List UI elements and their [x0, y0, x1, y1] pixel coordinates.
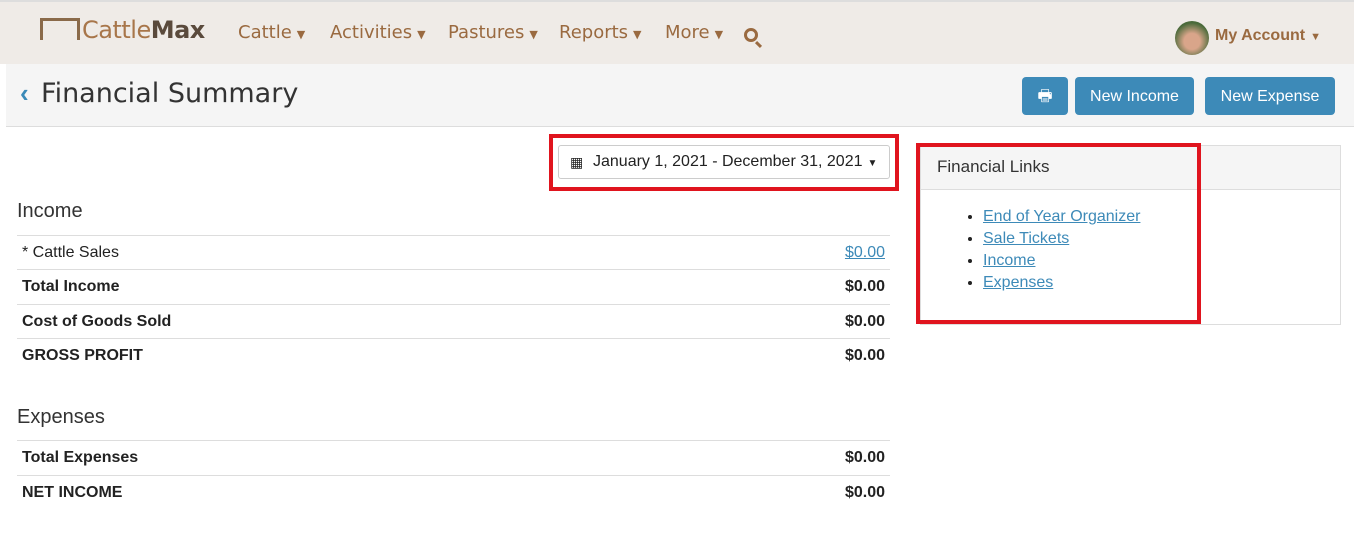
date-range-picker[interactable]: ▦ January 1, 2021 - December 31, 2021 ▼ — [558, 145, 890, 179]
table-row: GROSS PROFIT $0.00 — [17, 338, 890, 372]
menu-pastures[interactable]: Pastures ▼ — [448, 22, 538, 43]
back-chevron-icon[interactable]: ‹ — [20, 78, 29, 108]
menu-cattle[interactable]: Cattle ▼ — [238, 22, 306, 43]
cattlemax-logo[interactable]: CattleMax — [40, 16, 205, 44]
link-end-of-year-organizer[interactable]: End of Year Organizer — [983, 208, 1141, 225]
panel-title: Financial Links — [921, 146, 1340, 190]
avatar[interactable] — [1175, 21, 1209, 55]
income-heading: Income — [17, 200, 83, 222]
page-header: ‹ Financial Summary 🖶 New Income New Exp… — [6, 64, 1354, 127]
page-title: Financial Summary — [41, 78, 299, 109]
table-row: Total Expenses $0.00 — [17, 440, 890, 474]
new-income-button[interactable]: New Income — [1075, 77, 1194, 115]
cattle-sales-link[interactable]: $0.00 — [844, 244, 885, 261]
top-nav: CattleMax Cattle ▼ Activities ▼ Pastures ▼ … — [0, 0, 1354, 64]
menu-activities[interactable]: Activities ▼ — [330, 22, 426, 43]
table-row: NET INCOME $0.00 — [17, 475, 890, 509]
menu-more[interactable]: More ▼ — [665, 22, 724, 43]
expenses-heading: Expenses — [17, 406, 105, 428]
table-row: Total Income $0.00 — [17, 269, 890, 303]
menu-reports[interactable]: Reports ▼ — [559, 22, 642, 43]
new-expense-button[interactable]: New Expense — [1205, 77, 1335, 115]
print-button[interactable]: 🖶 — [1022, 77, 1068, 115]
print-icon: 🖶 — [1037, 88, 1053, 105]
search-icon[interactable] — [744, 28, 758, 42]
link-sale-tickets[interactable]: Sale Tickets — [983, 230, 1070, 247]
table-row: * Cattle Sales $0.00 — [17, 235, 890, 269]
link-income[interactable]: Income — [983, 252, 1036, 269]
financial-links-panel: Financial Links End of Year Organizer Sa… — [920, 145, 1341, 325]
link-expenses[interactable]: Expenses — [983, 274, 1054, 291]
highlight-box — [549, 134, 899, 191]
calendar-icon: ▦ — [570, 154, 584, 170]
my-account-menu[interactable]: My Account ▼ — [1215, 27, 1321, 44]
highlight-box — [916, 143, 1201, 324]
table-row: Cost of Goods Sold $0.00 — [17, 304, 890, 338]
